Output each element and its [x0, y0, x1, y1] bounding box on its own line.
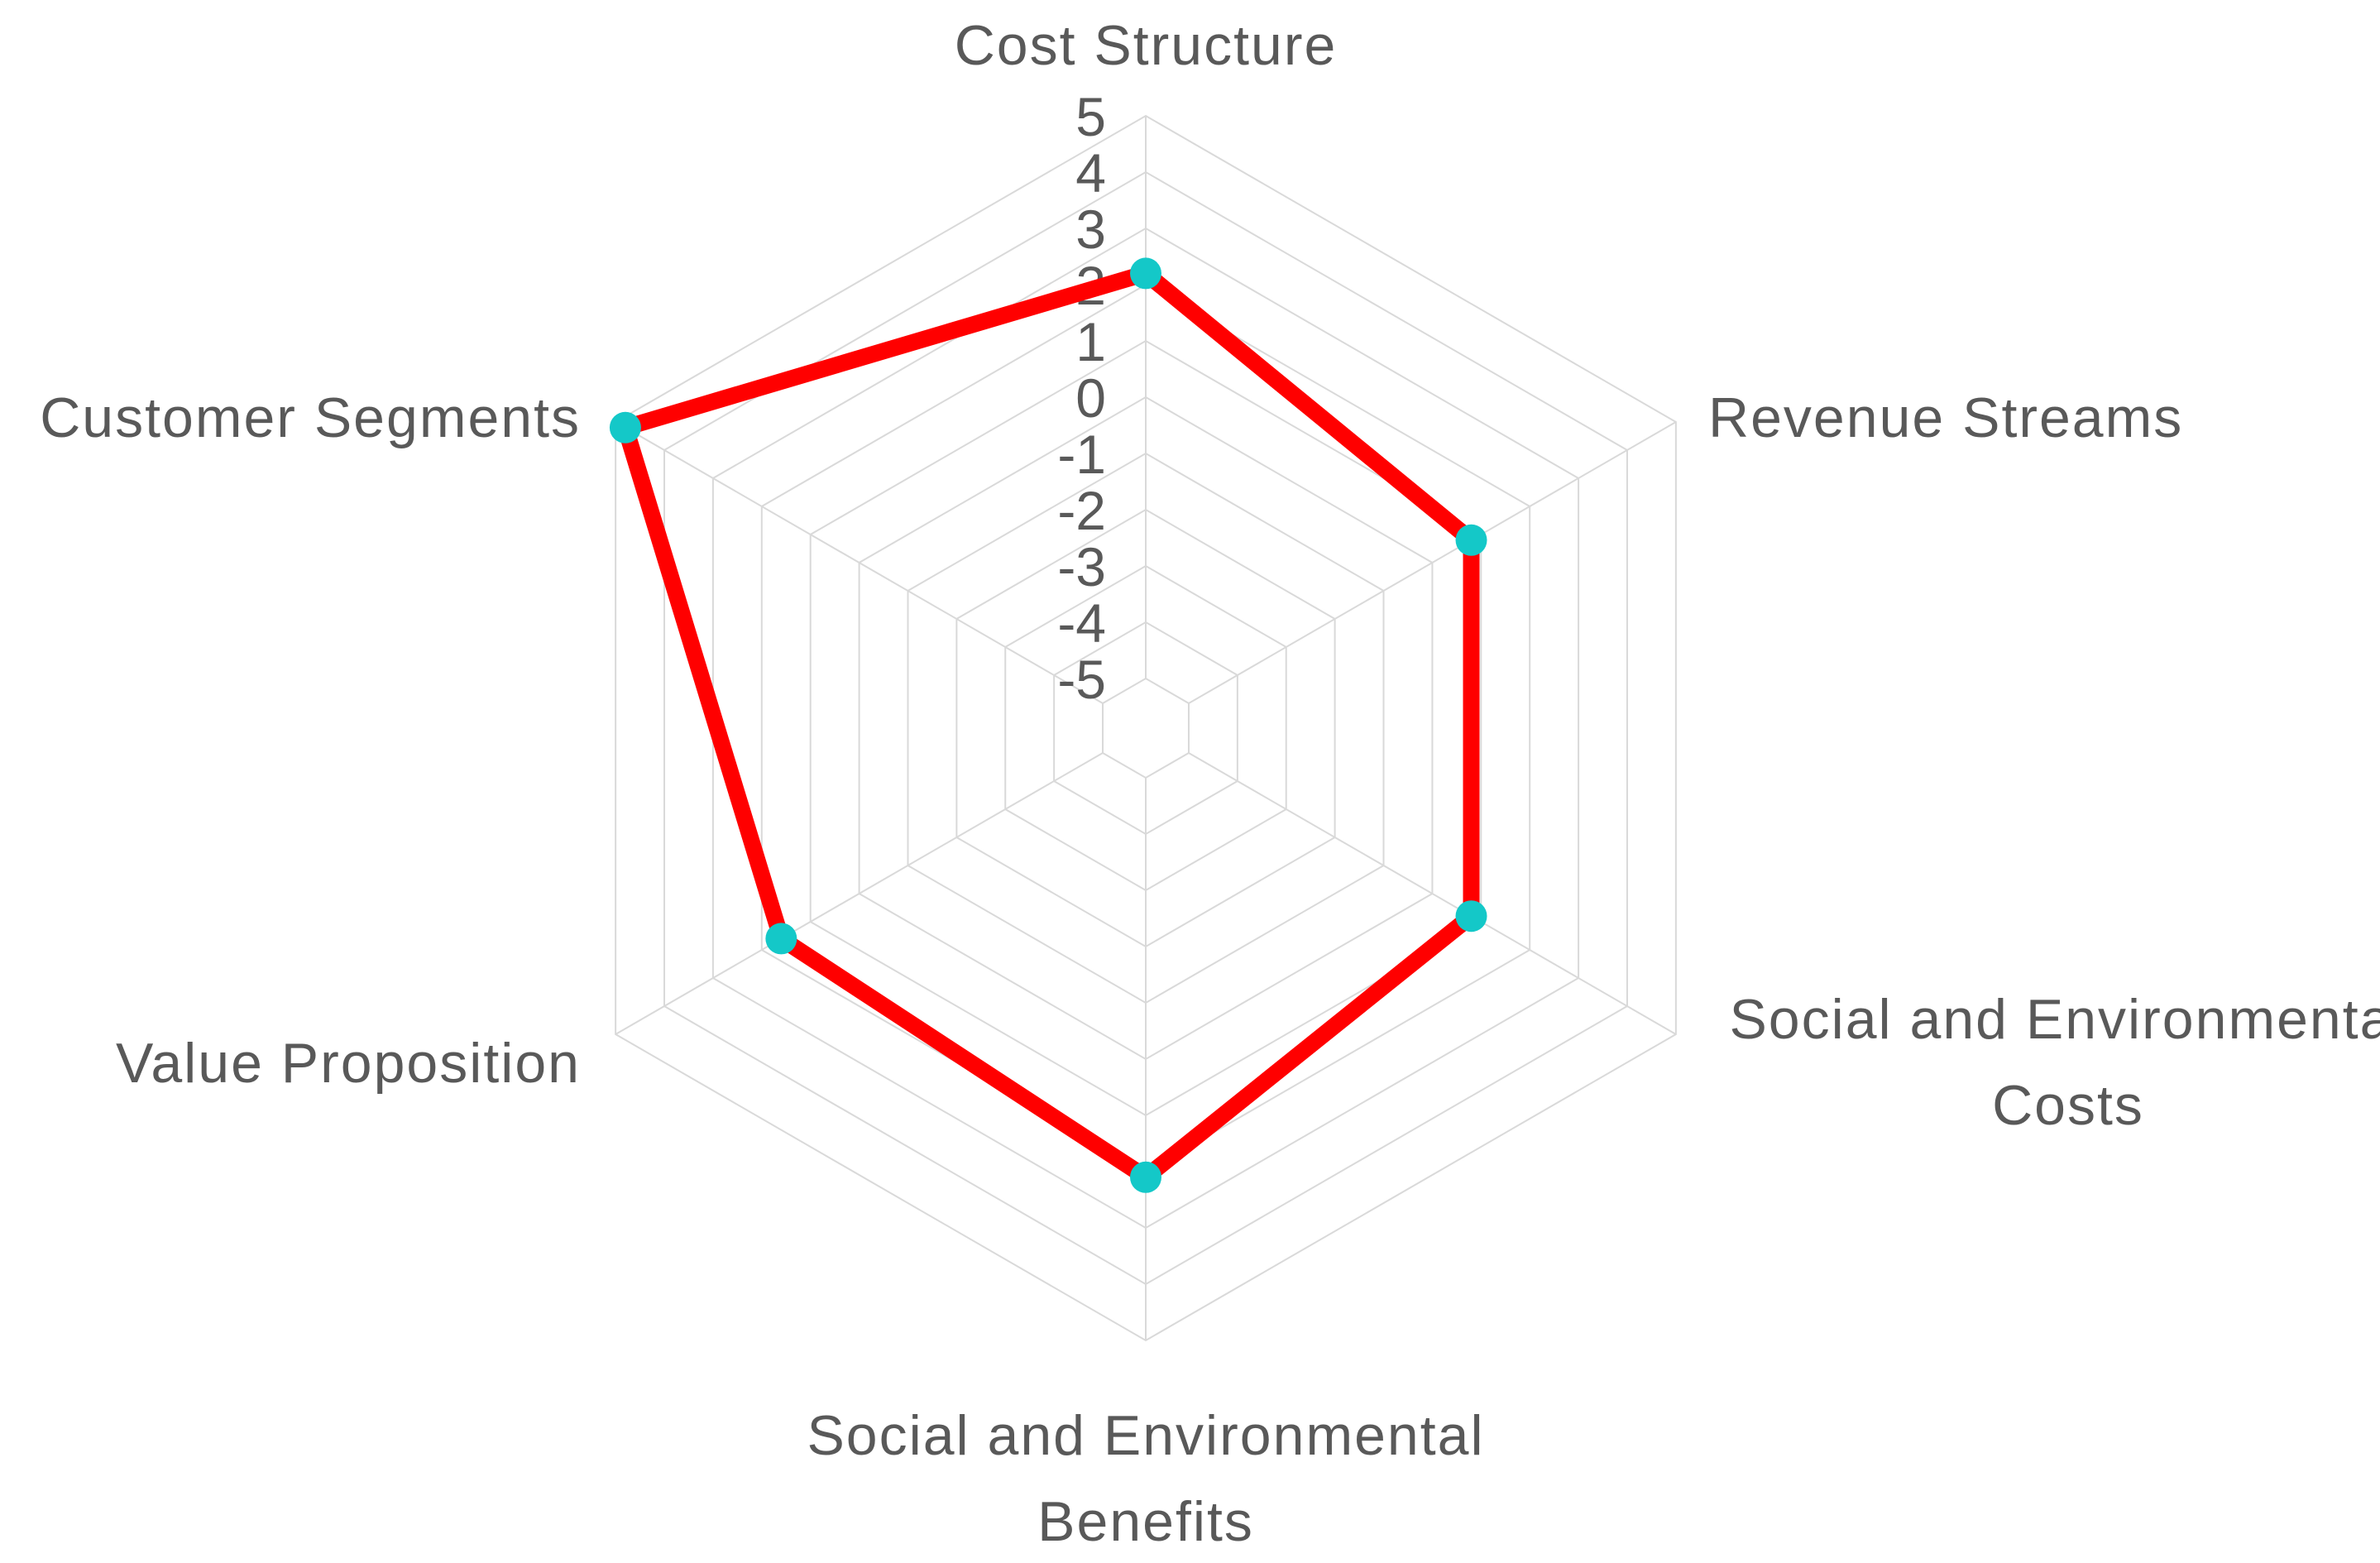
data-point	[1455, 524, 1487, 556]
tick-label: 5	[1075, 86, 1106, 147]
category-label: Costs	[1992, 1074, 2144, 1137]
tick-label: 0	[1075, 367, 1106, 429]
data-point	[765, 923, 797, 955]
category-label: Revenue Streams	[1708, 386, 2183, 449]
marker-layer	[609, 257, 1487, 1193]
axis-spoke	[1188, 421, 1677, 704]
tick-label: 1	[1075, 311, 1106, 372]
category-labels: Cost Structure Revenue Streams Social and …	[40, 14, 2380, 1553]
category-label: Cost Structure	[955, 14, 1338, 77]
tick-label: -3	[1057, 536, 1106, 597]
category-label: Social and Environmental	[807, 1404, 1484, 1467]
data-point	[609, 411, 641, 443]
tick-label: -1	[1057, 424, 1106, 485]
data-point	[1130, 257, 1161, 290]
category-label: Value Proposition	[116, 1032, 581, 1095]
series-line	[615, 264, 1480, 1188]
category-label: Customer Segments	[40, 386, 581, 449]
axis-spoke	[1188, 752, 1677, 1035]
category-label: Benefits	[1037, 1490, 1254, 1553]
data-point	[1130, 1161, 1161, 1193]
data-point	[1455, 900, 1487, 933]
category-label: Social and Environmental	[1729, 988, 2380, 1051]
axis-spoke	[615, 752, 1104, 1035]
tick-label: -4	[1057, 592, 1106, 654]
tick-label: -2	[1057, 480, 1106, 541]
tick-label: -5	[1057, 649, 1106, 710]
tick-label: 4	[1075, 142, 1106, 204]
tick-label: 3	[1075, 199, 1106, 260]
grid-ring	[1102, 677, 1190, 779]
axis-spoke	[615, 421, 1104, 704]
grid-layer	[615, 114, 1677, 1342]
series-layer	[615, 264, 1480, 1188]
